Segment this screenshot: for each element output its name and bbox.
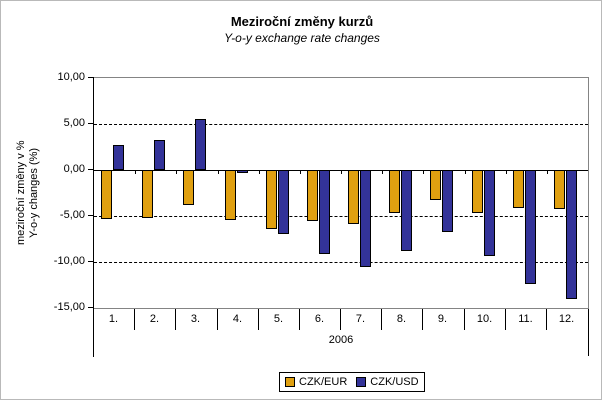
category-separator: [134, 309, 135, 330]
bar-czk-eur-month-10: [472, 170, 483, 214]
zero-line-category-tick: [547, 170, 548, 174]
bar-czk-eur-month-1: [101, 170, 112, 219]
bar-czk-eur-month-7: [348, 170, 359, 225]
zero-line-category-tick: [259, 170, 260, 174]
y-axis-title: meziroční změny v % Y-o-y changes (%): [15, 77, 40, 309]
legend-item-czk-eur: CZK/EUR: [285, 375, 348, 388]
legend-swatch-icon: [285, 377, 295, 387]
bar-czk-usd-month-5: [278, 170, 289, 235]
gridline--5: [94, 216, 588, 217]
bar-czk-eur-month-8: [389, 170, 400, 214]
bar-czk-usd-month-6: [319, 170, 330, 254]
category-separator: [381, 309, 382, 330]
plot-area: [93, 77, 589, 309]
y-tick-label-5: 5,00: [63, 117, 85, 129]
category-label-9: 9.: [437, 313, 448, 325]
y-axis-tick-10: [88, 76, 93, 78]
y-axis-tick--5: [88, 214, 93, 216]
category-separator: [258, 309, 259, 330]
category-separator: [340, 309, 341, 330]
y-axis-line: [93, 77, 94, 357]
year-label: 2006: [328, 334, 354, 346]
chart-subtitle: Y-o-y exchange rate changes: [224, 31, 380, 45]
bar-czk-eur-month-5: [266, 170, 277, 229]
bar-czk-usd-month-1: [113, 145, 124, 170]
category-axis-end-line: [588, 309, 589, 356]
bar-czk-usd-month-3: [195, 119, 206, 170]
gridline--10: [94, 262, 588, 263]
category-separator: [217, 309, 218, 330]
zero-line-category-tick: [465, 170, 466, 174]
category-label-1: 1.: [108, 313, 119, 325]
category-label-8: 8.: [396, 313, 407, 325]
legend-item-czk-usd: CZK/USD: [356, 375, 419, 388]
bar-czk-usd-month-10: [484, 170, 495, 256]
zero-line-category-tick: [300, 170, 301, 174]
bar-czk-eur-month-11: [513, 170, 524, 208]
bar-czk-eur-month-2: [142, 170, 153, 218]
category-separator: [175, 309, 176, 330]
legend-label: CZK/EUR: [299, 375, 348, 388]
category-separator: [299, 309, 300, 330]
bar-czk-eur-month-12: [554, 170, 565, 209]
category-label-6: 6.: [314, 313, 325, 325]
bar-czk-usd-month-12: [566, 170, 577, 299]
zero-line-category-tick: [382, 170, 383, 174]
y-tick-label-0: 0,00: [63, 163, 85, 175]
bar-czk-usd-month-2: [154, 139, 165, 170]
category-label-5: 5.: [273, 313, 284, 325]
legend-label: CZK/USD: [370, 375, 419, 388]
zero-line-category-tick: [341, 170, 342, 174]
category-separator: [505, 309, 506, 330]
bar-czk-eur-month-6: [307, 170, 318, 221]
bar-czk-usd-month-7: [360, 170, 371, 267]
zero-line-category-tick: [218, 170, 219, 174]
y-tick-label--5: -5,00: [59, 209, 85, 221]
category-separator: [422, 309, 423, 330]
y-axis-title-line1: meziroční změny v %: [15, 140, 27, 246]
category-separator: [464, 309, 465, 330]
bar-czk-eur-month-3: [183, 170, 194, 205]
bar-czk-eur-month-4: [225, 170, 236, 220]
bar-czk-eur-month-9: [430, 170, 441, 201]
zero-line-category-tick: [176, 170, 177, 174]
gridline-5: [94, 124, 588, 125]
zero-line-category-tick: [135, 170, 136, 174]
y-axis-tick-0: [88, 168, 93, 170]
legend: CZK/EUR CZK/USD: [279, 372, 425, 392]
y-tick-label-10: 10,00: [57, 71, 85, 83]
category-label-10: 10.: [476, 313, 493, 325]
category-label-2: 2.: [149, 313, 160, 325]
y-axis-tick--10: [88, 260, 93, 262]
y-tick-label--10: -10,00: [53, 255, 85, 267]
chart-title: Meziroční změny kurzů: [230, 14, 374, 29]
y-axis-title-line2: Y-o-y changes (%): [28, 147, 40, 239]
y-axis-tick--15: [88, 306, 93, 308]
y-axis-tick-5: [88, 122, 93, 124]
bar-czk-usd-month-8: [401, 170, 412, 251]
y-tick-label--15: -15,00: [53, 301, 85, 313]
category-label-3: 3.: [190, 313, 201, 325]
bar-czk-usd-month-4: [237, 170, 248, 173]
category-label-12: 12.: [558, 313, 575, 325]
category-label-7: 7.: [355, 313, 366, 325]
category-separator: [546, 309, 547, 330]
legend-swatch-icon: [356, 377, 367, 387]
category-label-11: 11.: [518, 313, 533, 325]
bar-czk-usd-month-9: [442, 170, 453, 232]
category-label-4: 4.: [232, 313, 243, 325]
bar-czk-usd-month-11: [525, 170, 536, 285]
zero-line-category-tick: [423, 170, 424, 174]
zero-line-category-tick: [506, 170, 507, 174]
